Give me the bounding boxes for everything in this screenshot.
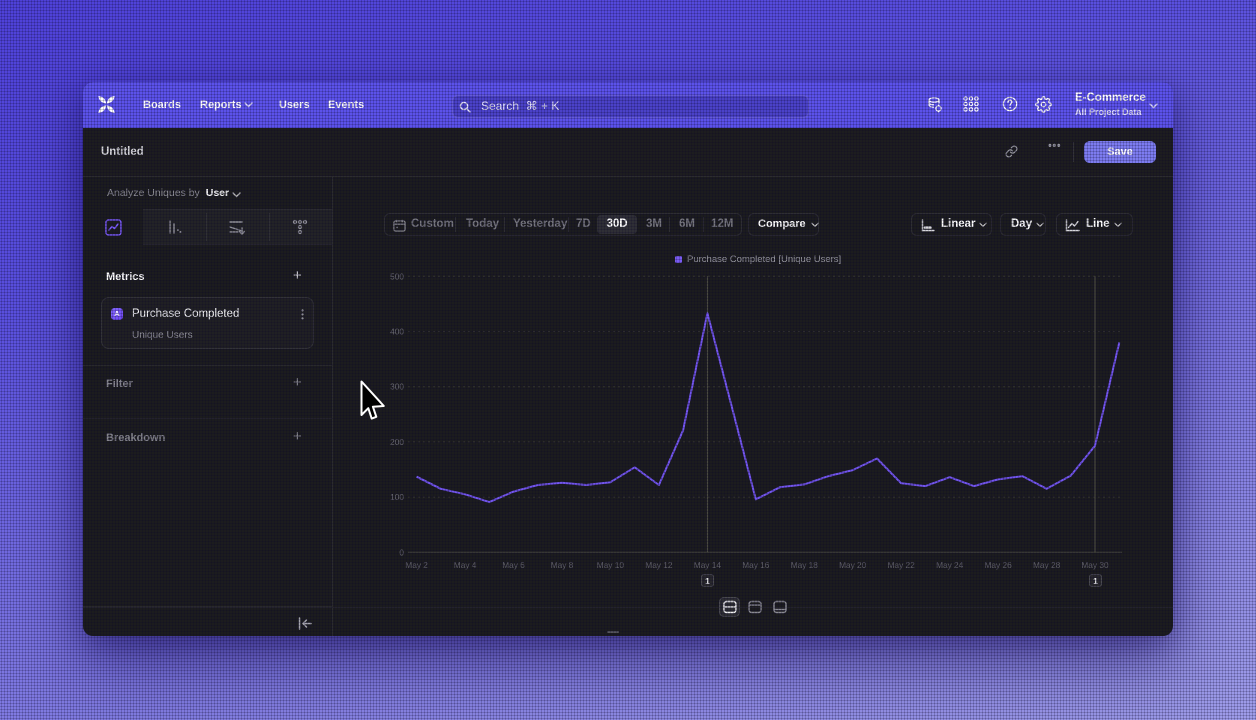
- svg-text:May 30: May 30: [1081, 560, 1109, 570]
- svg-text:May 18: May 18: [791, 560, 819, 570]
- svg-text:300: 300: [390, 382, 404, 392]
- svg-text:500: 500: [390, 271, 404, 281]
- svg-text:200: 200: [390, 437, 404, 447]
- svg-text:May 6: May 6: [502, 560, 525, 570]
- svg-text:May 16: May 16: [742, 560, 770, 570]
- svg-text:100: 100: [390, 492, 404, 502]
- svg-text:0: 0: [399, 547, 404, 557]
- svg-text:May 26: May 26: [984, 560, 1012, 570]
- svg-text:May 10: May 10: [597, 560, 625, 570]
- svg-text:May 2: May 2: [405, 560, 428, 570]
- svg-text:May 12: May 12: [645, 560, 673, 570]
- svg-text:May 20: May 20: [839, 560, 867, 570]
- svg-text:May 22: May 22: [888, 560, 916, 570]
- svg-text:May 4: May 4: [454, 560, 477, 570]
- svg-text:May 24: May 24: [936, 560, 964, 570]
- svg-text:May 28: May 28: [1033, 560, 1061, 570]
- svg-text:May 14: May 14: [694, 560, 722, 570]
- svg-text:400: 400: [390, 327, 404, 337]
- svg-text:May 8: May 8: [551, 560, 574, 570]
